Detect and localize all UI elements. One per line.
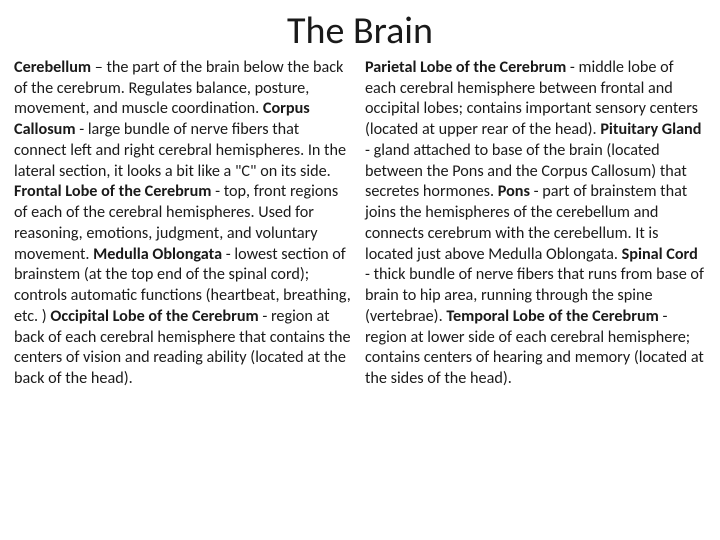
term-desc: region at lower side of each cerebral he… — [365, 328, 704, 388]
term-sep: - — [566, 58, 578, 77]
slide: The Brain Cerebellum – the part of the b… — [0, 0, 720, 540]
columns-container: Cerebellum – the part of the brain below… — [14, 58, 706, 390]
term-sep: - — [259, 307, 271, 326]
term-sep: - — [659, 307, 668, 326]
term-label: Pons — [498, 182, 530, 201]
term-sep: - — [211, 182, 223, 201]
term-label: Cerebellum — [14, 58, 91, 77]
term-label: Parietal Lobe of the Cerebrum — [365, 58, 566, 77]
term-label: Pituitary Gland — [600, 120, 701, 139]
term-label: Spinal Cord — [622, 245, 698, 264]
term-sep: – — [91, 58, 106, 77]
page-title: The Brain — [14, 8, 706, 54]
term-label: Occipital Lobe of the Cerebrum — [50, 307, 258, 326]
right-column: Parietal Lobe of the Cerebrum - middle l… — [365, 58, 706, 390]
term-label: Temporal Lobe of the Cerebrum — [446, 307, 658, 326]
term-sep: - — [76, 120, 88, 139]
term-label: Frontal Lobe of the Cerebrum — [14, 182, 211, 201]
left-column: Cerebellum – the part of the brain below… — [14, 58, 355, 390]
term-label: Medulla Oblongata — [93, 245, 222, 264]
term-sep: - — [365, 265, 374, 284]
term-sep: - — [222, 245, 234, 264]
term-sep: - — [530, 182, 542, 201]
entry-occipital-lobe: Occipital Lobe of the Cerebrum - region … — [14, 307, 351, 388]
term-sep: - — [365, 141, 374, 160]
